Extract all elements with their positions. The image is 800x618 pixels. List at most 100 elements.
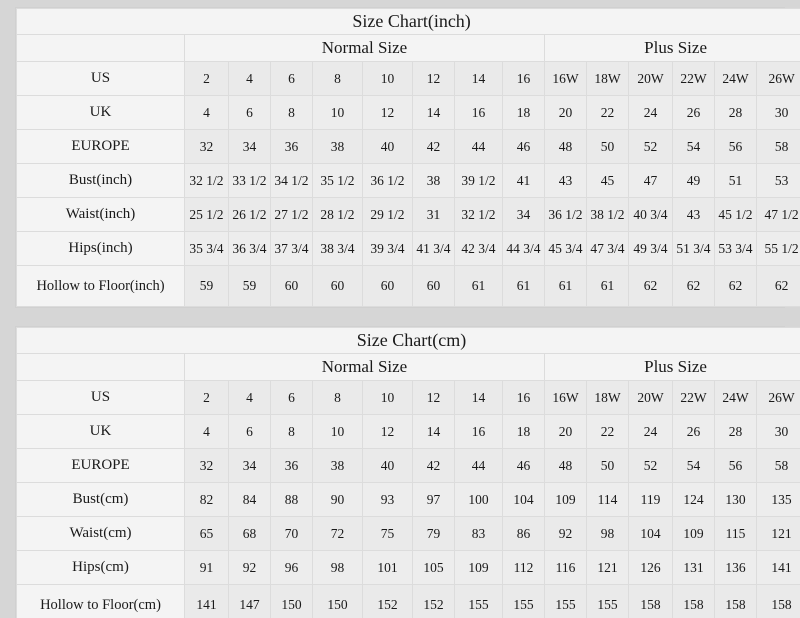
data-cell: 18 bbox=[502, 414, 545, 449]
data-cell: 62 bbox=[628, 265, 673, 307]
data-cell: 8 bbox=[270, 414, 313, 449]
row-label: EUROPE bbox=[16, 448, 185, 483]
data-cell: 30 bbox=[755, 95, 800, 130]
data-cell: 54 bbox=[672, 129, 715, 164]
data-cell: 88 bbox=[270, 482, 313, 517]
data-cell: 136 bbox=[714, 550, 757, 585]
data-cell: 2 bbox=[184, 380, 229, 415]
data-cell: 45 1/2 bbox=[714, 197, 757, 232]
table-row: Waist(inch) 25 1/2 26 1/2 27 1/2 28 1/2 29 1/… bbox=[16, 197, 800, 232]
data-cell: 25 1/2 bbox=[184, 197, 229, 232]
data-cell: 14 bbox=[412, 95, 455, 130]
data-cell: 20W bbox=[628, 380, 673, 415]
data-cell: 36 bbox=[270, 129, 313, 164]
table-row: UK 4 6 8 10 12 14 16 18 20 22 24 26 28 30 bbox=[16, 95, 800, 130]
data-cell: 8 bbox=[270, 95, 313, 130]
data-cell: 61 bbox=[586, 265, 629, 307]
table-row: Bust(cm) 82 84 88 90 93 97 100 104 109 114 119 124 13… bbox=[16, 482, 800, 517]
group-header-row: Normal Size Plus Size bbox=[16, 353, 800, 381]
data-cell: 48 bbox=[544, 448, 587, 483]
data-cell: 79 bbox=[412, 516, 455, 551]
data-cell: 2 bbox=[184, 61, 229, 96]
data-cell: 34 1/2 bbox=[270, 163, 313, 198]
data-cell: 48 bbox=[544, 129, 587, 164]
data-cell: 131 bbox=[672, 550, 715, 585]
row-label: US bbox=[16, 380, 185, 415]
table-row: EUROPE 32 34 36 38 40 42 44 46 48 50 52 54 56 58 bbox=[16, 129, 800, 164]
data-cell: 121 bbox=[586, 550, 629, 585]
row-label: Waist(inch) bbox=[16, 197, 185, 232]
data-cell: 10 bbox=[312, 414, 363, 449]
data-cell: 36 1/2 bbox=[544, 197, 587, 232]
data-cell: 158 bbox=[628, 584, 673, 618]
charts-container: Size Chart(inch) Normal Size Plus Size US 2 4… bbox=[15, 7, 800, 618]
data-cell: 14 bbox=[412, 414, 455, 449]
data-cell: 72 bbox=[312, 516, 363, 551]
data-cell: 116 bbox=[544, 550, 587, 585]
data-cell: 141 bbox=[755, 550, 800, 585]
row-label: Waist(cm) bbox=[16, 516, 185, 551]
data-cell: 62 bbox=[672, 265, 715, 307]
table-row: Hips(cm) 91 92 96 98 101 105 109 112 116 121 126 131… bbox=[16, 550, 800, 585]
size-chart-block: Size Chart(cm) Normal Size Plus Size US 2 4 6 8… bbox=[15, 326, 800, 618]
data-cell: 53 3/4 bbox=[714, 231, 757, 266]
data-cell: 42 bbox=[412, 448, 455, 483]
data-cell: 38 bbox=[312, 448, 363, 483]
data-cell: 12 bbox=[412, 380, 455, 415]
data-cell: 54 bbox=[672, 448, 715, 483]
data-cell: 38 3/4 bbox=[312, 231, 363, 266]
data-cell: 24 bbox=[628, 95, 673, 130]
data-cell: 104 bbox=[628, 516, 673, 551]
data-cell: 97 bbox=[412, 482, 455, 517]
data-cell: 61 bbox=[454, 265, 503, 307]
data-cell: 12 bbox=[362, 95, 413, 130]
data-cell: 6 bbox=[228, 414, 271, 449]
data-cell: 40 bbox=[362, 129, 413, 164]
data-cell: 155 bbox=[586, 584, 629, 618]
row-label: US bbox=[16, 61, 185, 96]
data-cell: 109 bbox=[454, 550, 503, 585]
row-label: Hollow to Floor(inch) bbox=[16, 265, 185, 307]
group-header-row: Normal Size Plus Size bbox=[16, 34, 800, 62]
data-cell: 14 bbox=[454, 380, 503, 415]
data-cell: 60 bbox=[270, 265, 313, 307]
data-cell: 24W bbox=[714, 61, 757, 96]
chart-title: Size Chart(cm) bbox=[15, 327, 800, 354]
data-cell: 114 bbox=[586, 482, 629, 517]
data-cell: 47 3/4 bbox=[586, 231, 629, 266]
data-cell: 59 bbox=[184, 265, 229, 307]
data-cell: 32 bbox=[184, 129, 229, 164]
data-cell: 6 bbox=[270, 61, 313, 96]
data-cell: 60 bbox=[412, 265, 455, 307]
data-cell: 22 bbox=[586, 414, 629, 449]
data-cell: 28 bbox=[714, 95, 757, 130]
data-cell: 90 bbox=[312, 482, 363, 517]
data-cell: 75 bbox=[362, 516, 413, 551]
data-cell: 12 bbox=[412, 61, 455, 96]
data-cell: 16 bbox=[454, 414, 503, 449]
data-cell: 150 bbox=[270, 584, 313, 618]
size-chart-block: Size Chart(inch) Normal Size Plus Size US 2 4… bbox=[15, 7, 800, 308]
chart-title: Size Chart(inch) bbox=[15, 8, 800, 35]
data-cell: 112 bbox=[502, 550, 545, 585]
data-cell: 158 bbox=[714, 584, 757, 618]
data-cell: 84 bbox=[228, 482, 271, 517]
data-cell: 26W bbox=[755, 61, 800, 96]
data-cell: 101 bbox=[362, 550, 413, 585]
row-label: Bust(cm) bbox=[16, 482, 185, 517]
size-chart-table: Size Chart(cm) Normal Size Plus Size US 2 4 6 8… bbox=[15, 327, 800, 618]
data-cell: 124 bbox=[672, 482, 715, 517]
table-row: Hips(inch) 35 3/4 36 3/4 37 3/4 38 3/4 39 3/4… bbox=[16, 231, 800, 266]
data-cell: 35 3/4 bbox=[184, 231, 229, 266]
table-row: UK 4 6 8 10 12 14 16 18 20 22 24 26 28 30 bbox=[16, 414, 800, 449]
data-cell: 16W bbox=[544, 61, 587, 96]
chart-title-row: Size Chart(cm) bbox=[15, 327, 800, 354]
data-cell: 16 bbox=[454, 95, 503, 130]
table-row: Bust(inch) 32 1/2 33 1/2 34 1/2 35 1/2 36 1/2… bbox=[16, 163, 800, 198]
data-cell: 62 bbox=[714, 265, 757, 307]
data-cell: 59 bbox=[228, 265, 271, 307]
row-label: Hips(cm) bbox=[16, 550, 185, 585]
data-cell: 44 bbox=[454, 129, 503, 164]
data-cell: 10 bbox=[362, 61, 413, 96]
data-cell: 155 bbox=[502, 584, 545, 618]
